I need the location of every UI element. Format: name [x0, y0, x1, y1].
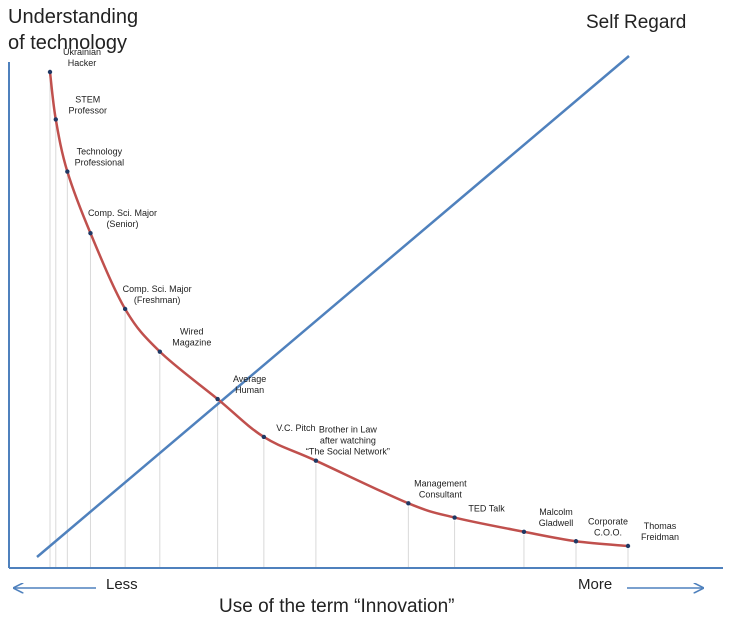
data-label-6: Average Human [233, 374, 266, 395]
self-regard-line [36, 55, 630, 558]
data-label-8: Brother in Law after watching “The Social … [306, 425, 390, 457]
data-point-4 [122, 306, 128, 312]
data-point-11 [521, 529, 527, 534]
data-point-5 [157, 349, 163, 354]
data-label-7: V.C. Pitch [276, 423, 315, 433]
data-label-0: Ukrainian Hacker [63, 47, 101, 68]
data-label-11: Malcolm Gladwell [539, 507, 574, 528]
data-point-1 [53, 117, 58, 122]
data-label-13: Thomas Freidman [641, 521, 679, 542]
x-axis-more-label: More [578, 576, 613, 593]
data-point-2 [65, 169, 70, 174]
data-label-1: STEM Professor [69, 94, 108, 115]
data-label-9: Management Consultant [414, 478, 467, 499]
x-axis-label: Use of the term “Innovation” [219, 596, 455, 617]
data-point-12 [573, 539, 579, 544]
data-label-5: Wired Magazine [172, 327, 211, 348]
data-point-0 [47, 69, 53, 75]
data-label-12: Corporate C.O.O. [588, 516, 628, 537]
data-point-3 [88, 230, 93, 236]
data-point-13 [625, 543, 631, 549]
self-regard-line-label: Self Regard [586, 12, 687, 33]
data-point-6 [215, 396, 220, 402]
data-point-10 [452, 515, 457, 520]
innovation-curve [48, 71, 629, 548]
data-point-9 [406, 501, 411, 506]
data-label-4: Comp. Sci. Major (Freshman) [123, 284, 192, 305]
data-label-10: TED Talk [468, 504, 505, 514]
data-point-7 [261, 434, 267, 440]
data-point-8 [313, 458, 319, 463]
data-label-3: Comp. Sci. Major (Senior) [88, 208, 157, 229]
y-axis-label: Understanding of technology [8, 6, 139, 54]
x-axis-less-label: Less [106, 576, 138, 593]
data-label-2: Technology Professional [75, 147, 125, 168]
